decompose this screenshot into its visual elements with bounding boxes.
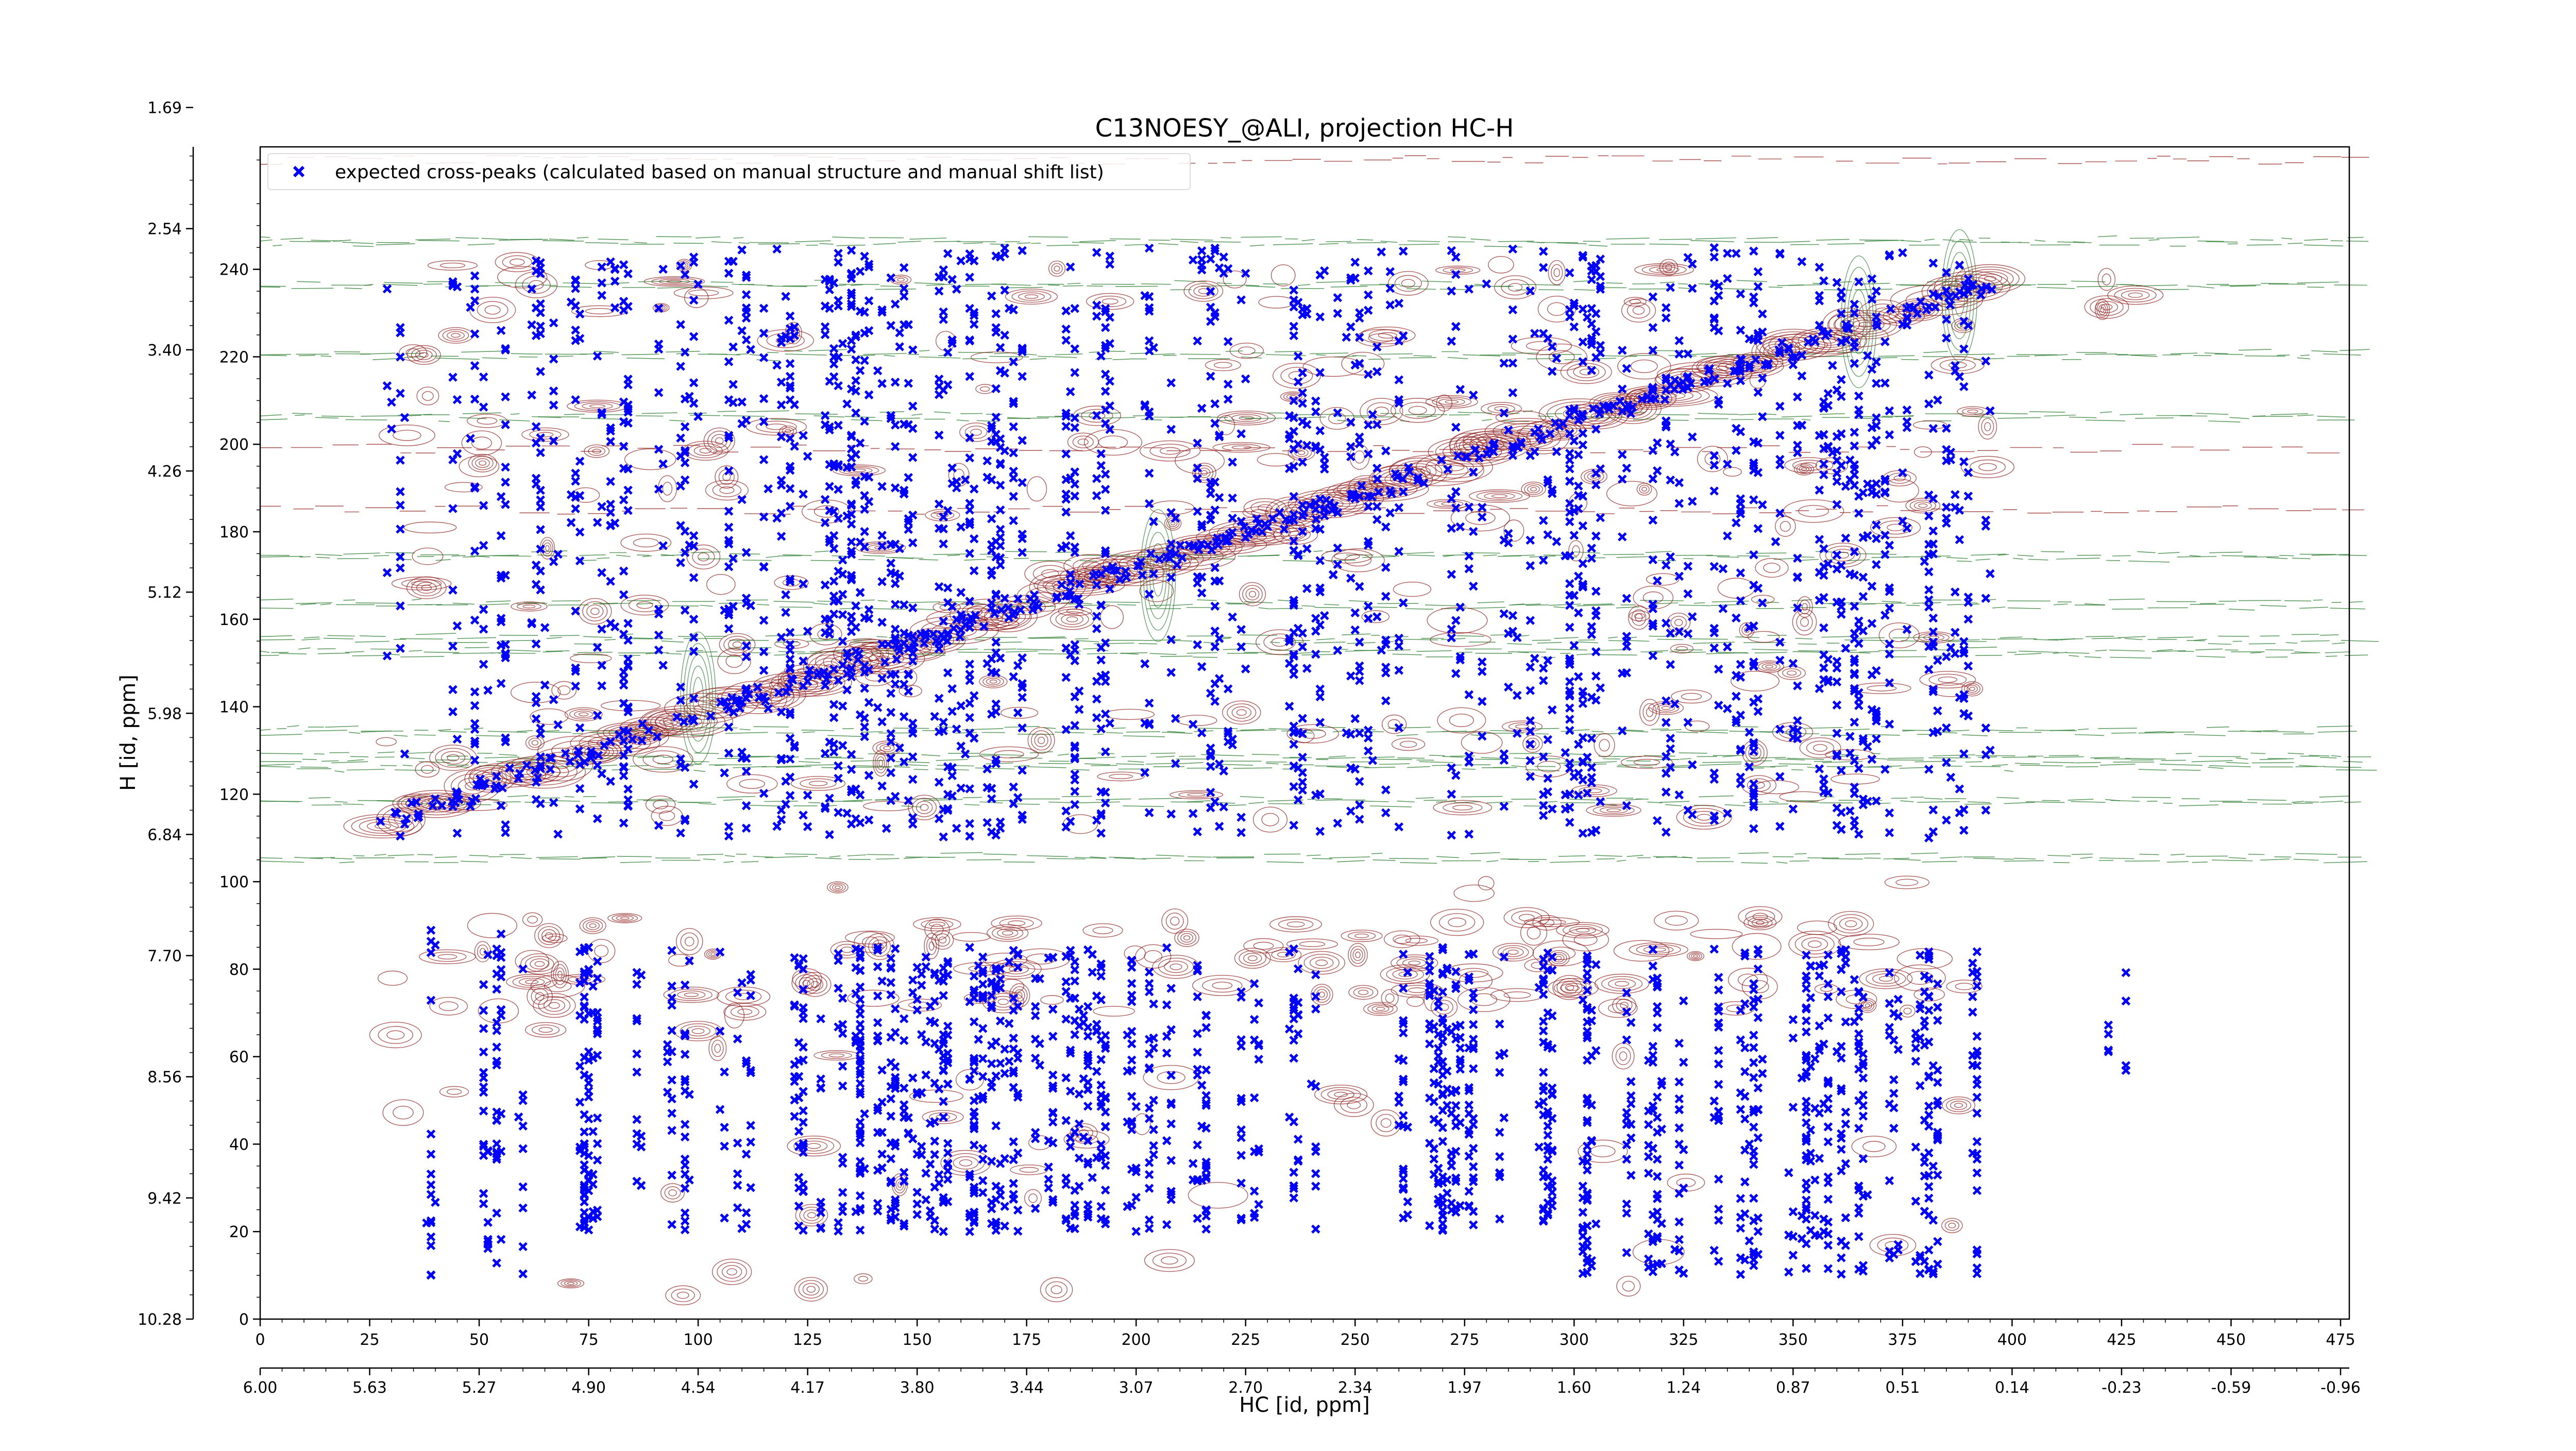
- noise-band: [260, 729, 2357, 737]
- contour-line: [745, 679, 806, 711]
- noise-band: [260, 633, 2379, 643]
- contour-line: [670, 716, 703, 727]
- contour-line: [1437, 707, 1486, 734]
- contour-line: [1551, 264, 1563, 281]
- contour-line: [1229, 343, 1264, 359]
- contour-line: [501, 755, 586, 789]
- contour-line: [1461, 731, 1503, 754]
- contour-line: [1927, 278, 1982, 306]
- noise-band: [260, 761, 2362, 769]
- contour-line: [1867, 685, 1897, 691]
- contour-line: [1425, 395, 1478, 409]
- noise-band: [260, 239, 2369, 248]
- contour-line: [664, 693, 744, 724]
- contour-line: [343, 814, 422, 838]
- contour-line: [502, 255, 532, 269]
- noise-band: [260, 755, 2363, 763]
- contour-line: [1762, 333, 1861, 357]
- noise-band: [260, 280, 2339, 288]
- contour-line: [1257, 453, 1295, 467]
- contour-line: [899, 684, 922, 697]
- contour-line: [1348, 480, 1418, 499]
- contour-line: [1238, 346, 1256, 355]
- contour-line: [1025, 587, 1062, 607]
- contour-line: [597, 737, 633, 749]
- noise-band: [260, 444, 2340, 453]
- contour-line: [1172, 536, 1236, 559]
- contour-line: [664, 719, 674, 725]
- noise-band: [260, 554, 2350, 563]
- contour-line: [1913, 420, 1947, 430]
- contour-line: [1614, 398, 1652, 419]
- contour-line: [1833, 312, 1897, 337]
- contour-line: [1500, 438, 1516, 442]
- contour-layer: [260, 155, 2379, 1306]
- contour-line: [1775, 516, 1796, 537]
- contour-line: [1878, 622, 1920, 649]
- contour-line: [861, 650, 904, 667]
- noise-band: [260, 647, 2350, 655]
- contour-line: [1269, 499, 1318, 526]
- contour-line: [587, 735, 642, 751]
- contour-line: [1969, 686, 1975, 691]
- contour-line: [1485, 434, 1531, 446]
- noise-band: [260, 235, 2364, 244]
- contour-line: [986, 678, 1001, 685]
- contour-line: [1961, 681, 1984, 697]
- noise-band: [260, 852, 2362, 860]
- contour-line: [1967, 409, 1978, 414]
- contour-line: [1270, 264, 1296, 286]
- contour-line: [1972, 271, 2008, 286]
- contour-line: [693, 704, 715, 713]
- contour-line: [1984, 422, 1991, 431]
- contour-line: [529, 748, 594, 782]
- contour-line: [1867, 303, 1900, 320]
- contour-line: [1825, 749, 1875, 761]
- contour-line: [1196, 527, 1284, 548]
- contour-line: [1548, 260, 1566, 285]
- contour-line: [509, 258, 525, 266]
- contour-line: [1681, 693, 1702, 700]
- contour-line: [1443, 442, 1502, 462]
- contour-line: [1671, 689, 1712, 704]
- contour-line: [570, 730, 660, 756]
- contour-line: [655, 711, 718, 733]
- contour-line: [1331, 548, 1385, 572]
- contour-line: [1310, 485, 1384, 512]
- noise-band: [260, 349, 2370, 358]
- contour-line: [1981, 418, 1994, 435]
- contour-line: [1488, 256, 1514, 274]
- contour-line: [1034, 592, 1053, 602]
- contour-line: [1286, 724, 1339, 744]
- contour-line: [444, 482, 483, 493]
- contour-line: [1553, 268, 1561, 277]
- contour-line: [1962, 408, 1984, 415]
- contour-line: [989, 679, 997, 684]
- contour-line: [1716, 365, 1729, 372]
- contour-line: [1858, 322, 1872, 328]
- contour-line: [1337, 477, 1429, 502]
- contour-line: [388, 811, 414, 828]
- contour-line: [1890, 284, 1983, 316]
- contour-line: [1696, 354, 1784, 379]
- contour-line: [1967, 685, 1978, 693]
- contour-line: [1449, 713, 1474, 727]
- contour-line: [1780, 521, 1791, 532]
- contour-line: [647, 708, 726, 735]
- contour-line: [1432, 397, 1472, 407]
- contour-line: [1984, 276, 1996, 282]
- contour-line: [650, 713, 687, 731]
